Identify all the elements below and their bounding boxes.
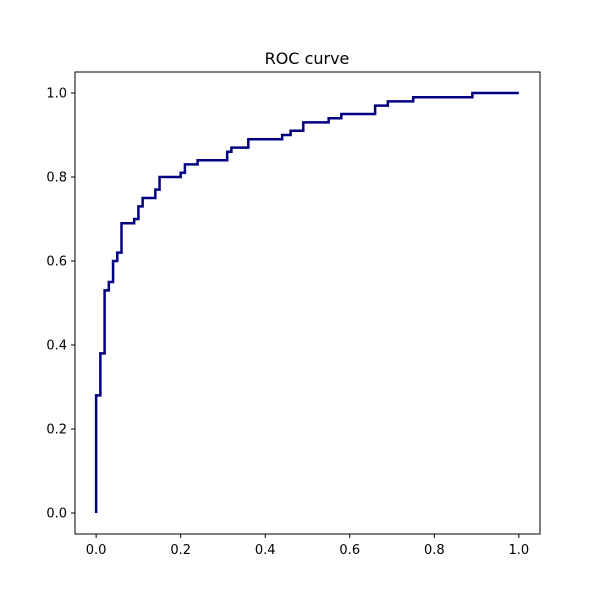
x-tick-label: 0.6: [339, 543, 360, 558]
x-tick-label: 0.2: [170, 543, 191, 558]
plot-frame: [74, 71, 541, 535]
y-tick-label: 1.0: [46, 87, 67, 102]
x-tick-label: 0.8: [424, 543, 445, 558]
series-layer: [94, 91, 519, 513]
roc-curve-line: [94, 91, 519, 513]
chart-title: ROC curve: [265, 49, 350, 68]
y-tick-label: 0.2: [46, 423, 67, 438]
y-tick-label: 0.6: [46, 255, 67, 270]
y-tick-label: 0.8: [46, 171, 67, 186]
y-axis: 0.0 0.2 0.4 0.6 0.8 1.0: [46, 87, 75, 522]
x-tick-label: 0.4: [255, 543, 276, 558]
y-tick-label: 0.0: [46, 507, 67, 522]
x-tick-label: 0.0: [86, 543, 107, 558]
x-axis: 0.0 0.2 0.4 0.6 0.8 1.0: [86, 534, 529, 558]
x-tick-label: 1.0: [509, 543, 530, 558]
y-tick-label: 0.4: [46, 339, 67, 354]
